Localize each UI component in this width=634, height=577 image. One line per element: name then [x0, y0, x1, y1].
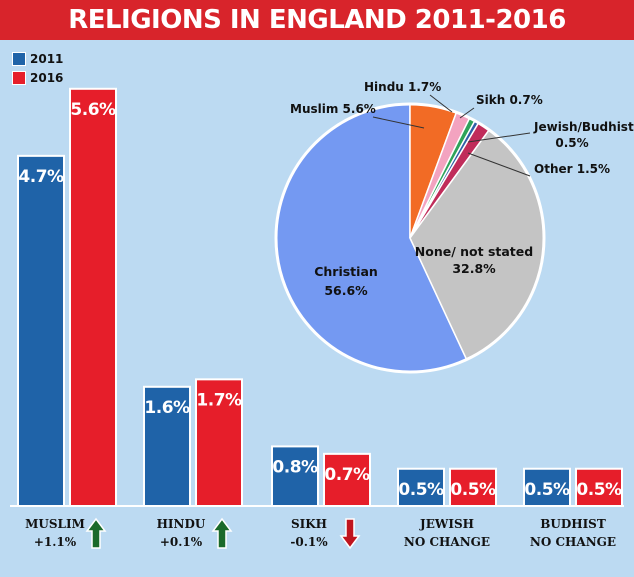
bar-label-jewish-2016: 0.5% [450, 480, 496, 500]
legend-label-2016: 2016 [30, 71, 64, 85]
bar-label-budhist-2016: 0.5% [576, 480, 622, 500]
bar-sikh-2016 [323, 452, 371, 508]
bar-label-sikh-2011: 0.8% [272, 457, 318, 477]
chart-title: RELIGIONS IN ENGLAND 2011-2016 [0, 0, 634, 40]
bar-budhist-2011 [523, 467, 571, 507]
bar-label-budhist-2011: 0.5% [524, 480, 570, 500]
bar-hindu-2016 [195, 378, 243, 508]
category-label-hindu: HINDU [157, 517, 206, 531]
category-change-muslim: +1.1% [34, 535, 77, 549]
bar-muslim-2011 [17, 154, 65, 507]
category-label-budhist: BUDHIST [540, 517, 606, 531]
category-label-sikh: SIKH [291, 517, 327, 531]
bar-label-muslim-2016: 5.6% [70, 100, 116, 120]
leader-line-hindu [429, 94, 453, 113]
pie-value-christian: 56.6% [324, 283, 368, 298]
pie-outer-label-sikh: Sikh 0.7% [476, 93, 543, 107]
bar-label-jewish-2011: 0.5% [398, 480, 444, 500]
pie-outer-label-other: Other 1.5% [534, 162, 610, 176]
arrow-up-icon [211, 517, 233, 549]
leader-line-jewish-budhist [467, 132, 531, 143]
pie-label-none: None/ not stated [415, 244, 533, 259]
bar-jewish-2011 [397, 467, 445, 507]
bar-hindu-2011 [143, 385, 191, 507]
arrow-down-icon [339, 518, 361, 550]
bar-label-muslim-2011: 4.7% [18, 167, 64, 187]
bar-label-hindu-2011: 1.6% [144, 398, 190, 418]
legend-item-2016: 2016 [12, 70, 63, 86]
leader-line-sikh [459, 107, 475, 119]
legend-swatch-2016 [12, 71, 26, 85]
category-change-budhist: NO CHANGE [530, 535, 616, 549]
category-change-sikh: -0.1% [290, 535, 328, 549]
bar-budhist-2016 [575, 467, 623, 507]
pie-label-christian: Christian [314, 264, 378, 279]
bar-jewish-2016 [449, 467, 497, 507]
bar-label-sikh-2016: 0.7% [324, 465, 370, 485]
leader-line-muslim [372, 116, 425, 129]
category-label-jewish: JEWISH [419, 517, 474, 531]
category-change-hindu: +0.1% [160, 535, 203, 549]
legend-item-2011: 2011 [12, 51, 63, 67]
bar-muslim-2016 [69, 87, 117, 508]
pie-rim [274, 102, 546, 374]
arrow-up-icon [85, 517, 107, 549]
legend-swatch-2011 [12, 52, 26, 66]
leader-line-other [467, 152, 531, 177]
pie-value-none: 32.8% [452, 261, 496, 276]
category-label-muslim: MUSLIM [25, 517, 85, 531]
pie-outer-label-jewish-budhist: Jewish/Budhist [533, 120, 634, 134]
legend-label-2011: 2011 [30, 52, 64, 66]
category-change-jewish: NO CHANGE [404, 535, 490, 549]
pie-outer-label-jewish-budhist-value: 0.5% [555, 136, 588, 150]
pie-outer-label-hindu: Hindu 1.7% [364, 80, 441, 94]
bar-sikh-2011 [271, 445, 319, 507]
pie-outer-label-muslim: Muslim 5.6% [290, 102, 376, 116]
bar-label-hindu-2016: 1.7% [196, 390, 242, 410]
